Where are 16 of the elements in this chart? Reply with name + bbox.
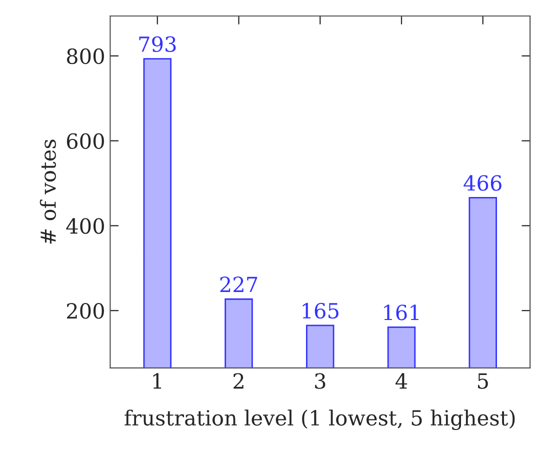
data-label: 161 — [384, 304, 418, 320]
y-axis-title: # of votes — [40, 140, 56, 244]
data-label: 227 — [220, 276, 258, 292]
x-tick-label: 1 — [153, 373, 162, 389]
y-tick-label: 800 — [66, 48, 104, 64]
x-tick-label: 3 — [315, 373, 326, 389]
data-label: 466 — [464, 175, 502, 191]
x-tick-label: 4 — [396, 373, 408, 389]
data-label: 793 — [139, 36, 176, 52]
x-axis-title: frustration level (1 lowest, 5 highest) — [124, 410, 515, 430]
x-tick-label: 2 — [234, 373, 244, 389]
y-tick-label: 200 — [66, 303, 104, 319]
y-tick-label: 400 — [66, 218, 104, 234]
x-tick-label: 5 — [478, 373, 488, 389]
data-label: 165 — [302, 302, 338, 319]
y-tick-label: 600 — [66, 133, 104, 149]
